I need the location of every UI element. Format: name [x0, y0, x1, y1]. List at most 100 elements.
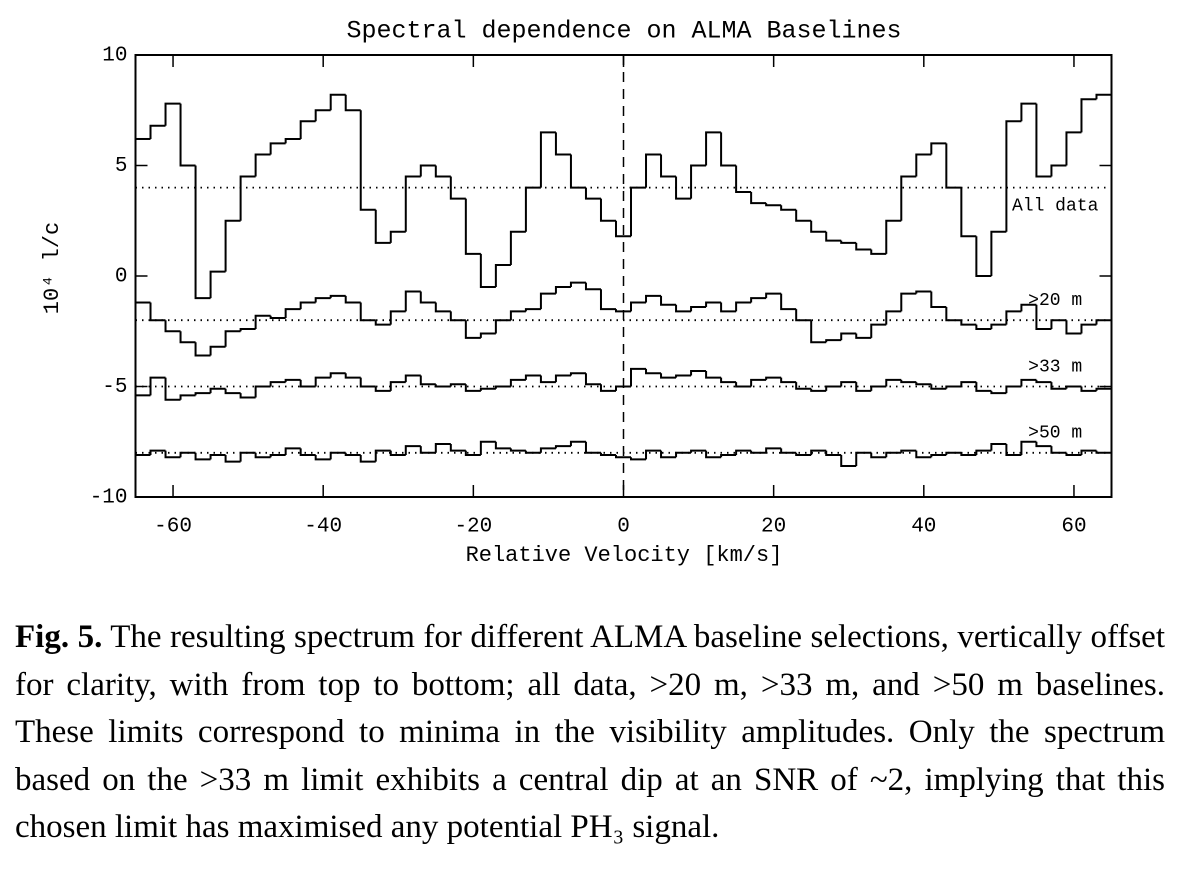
spectrum-step	[795, 382, 812, 390]
spectrum-step	[284, 447, 301, 456]
caption-label: Fig. 5.	[15, 619, 103, 655]
spectrum-step	[675, 374, 692, 378]
spectrum-step	[524, 186, 541, 232]
spectrum-step	[630, 457, 647, 461]
spectrum-step	[855, 382, 872, 392]
spectrum-step	[449, 443, 466, 452]
spectrum-step	[569, 154, 586, 189]
spectrum-step	[690, 164, 707, 199]
spectrum-step	[284, 137, 301, 144]
spectrum-step	[164, 377, 181, 401]
spectrum-step	[254, 385, 271, 398]
spectrum-step	[314, 455, 331, 461]
spectrum-step	[179, 103, 196, 167]
spectrum-step	[524, 374, 541, 380]
spectrum-step	[660, 450, 677, 459]
spectrum-step	[885, 451, 902, 458]
spectrum-step	[780, 293, 797, 311]
caption: Fig. 5. The resulting spectrum for diffe…	[15, 614, 1165, 852]
spectrum-step	[554, 132, 571, 156]
spectrum-step	[494, 263, 511, 288]
spectrum-step	[344, 295, 361, 304]
spectrum-step	[344, 452, 361, 457]
spectrum-step	[254, 153, 271, 177]
spectrum-step	[284, 378, 301, 383]
spectrum-step	[509, 378, 526, 387]
spectrum-step	[599, 289, 616, 311]
spectrum-step	[164, 102, 181, 126]
spectrum-step	[1065, 452, 1082, 457]
spectrum-step	[359, 302, 376, 322]
spectrum-step	[239, 393, 256, 399]
spectrum-step	[239, 328, 256, 332]
spectrum-step	[314, 109, 331, 122]
spectrum-step	[194, 342, 211, 357]
spectrum-step	[1095, 93, 1112, 100]
spectrum-step	[554, 286, 571, 294]
spectrum-step	[810, 449, 827, 456]
caption-text: The resulting spectrum for different ALM…	[15, 619, 1166, 846]
spectrum-step	[930, 384, 947, 390]
spectrum-step	[299, 301, 316, 310]
spectrum-step	[1020, 378, 1037, 387]
spectrum-step	[224, 330, 241, 347]
spectrum-step	[239, 175, 256, 221]
x-tick-label: 20	[761, 516, 786, 539]
spectrum-step	[614, 455, 632, 459]
spectrum-step	[539, 375, 556, 384]
spectrum-step	[434, 384, 451, 388]
spectrum-step	[990, 442, 1007, 451]
spectrum-step	[584, 373, 601, 386]
spectrum-step	[660, 295, 677, 306]
spectrum-step	[825, 231, 842, 242]
spectrum-step	[419, 375, 436, 386]
spectrum-step	[449, 383, 466, 387]
spectrum-step	[1080, 449, 1097, 456]
spectrum-step	[464, 320, 481, 339]
spectrum-step	[840, 455, 857, 468]
spectrum-step	[1035, 103, 1052, 178]
y-axis-label: 10⁴ l/c	[40, 222, 65, 314]
spectrum-step	[975, 324, 992, 331]
spectrum-step	[1050, 446, 1067, 454]
spectrum-step	[299, 120, 316, 139]
spectrum-step	[599, 384, 616, 392]
spectrum-step	[720, 302, 737, 313]
spectrum-step	[915, 382, 932, 386]
spectrum-step	[254, 452, 271, 459]
spectrum-step	[404, 374, 421, 383]
spectrum-step	[735, 301, 752, 312]
spectrum-step	[404, 290, 421, 312]
spectrum-step	[945, 385, 962, 389]
spectrum-step	[1080, 386, 1097, 392]
x-tick-label: 60	[1061, 516, 1086, 539]
spectrum-step	[164, 320, 181, 333]
spectrum-step	[149, 449, 166, 456]
spectrum-step	[1050, 382, 1067, 390]
spectrum-step	[389, 230, 406, 243]
x-tick-label: -20	[454, 516, 492, 539]
spectrum-step	[690, 370, 707, 376]
spectrum-step	[554, 374, 571, 383]
spectrum-step	[599, 452, 616, 457]
spectrum-step	[780, 205, 797, 211]
y-tick-label: 10	[102, 45, 127, 68]
spectrum-step	[224, 219, 241, 272]
spectrum-step	[990, 390, 1007, 395]
spectrum-step	[434, 442, 451, 453]
spectrum-step	[705, 131, 722, 166]
spectrum-step	[509, 310, 526, 321]
spectrum-step	[705, 371, 722, 379]
spectrum-step	[149, 302, 166, 322]
x-tick-label: -60	[154, 516, 192, 539]
spectrum-step	[735, 449, 752, 456]
spectrum-step	[870, 323, 887, 338]
spectrum-step	[1020, 303, 1037, 312]
spectrum-step	[960, 452, 977, 457]
spectrum-step	[900, 449, 917, 453]
spectrum-step	[254, 314, 271, 330]
spectrum-step	[645, 368, 662, 375]
spectrum-step	[359, 455, 376, 463]
series-label: >50 m	[1028, 424, 1082, 444]
spectrum-step	[1080, 323, 1097, 334]
